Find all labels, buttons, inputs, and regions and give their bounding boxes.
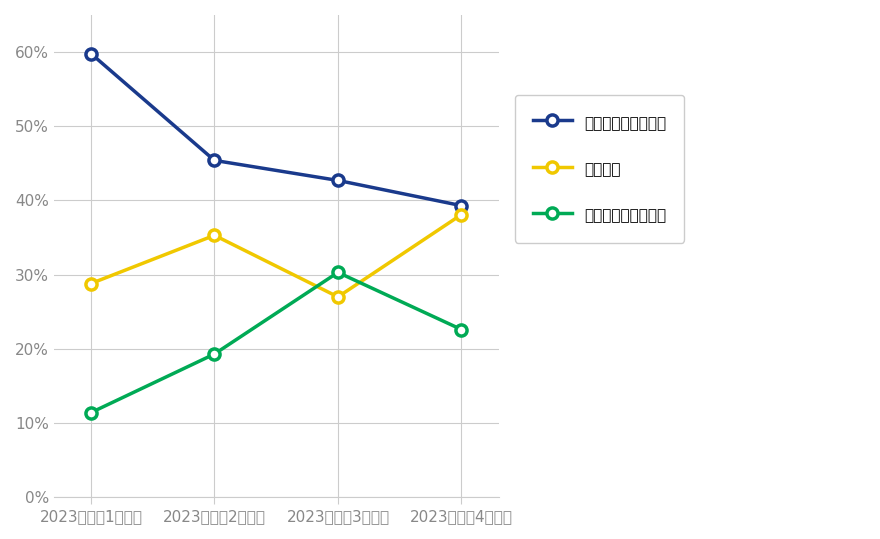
現状維持	[333, 294, 343, 300]
Legend: 大幅改善＋やや改善, 現状維持, やや悪化＋大幅悪化: 大幅改善＋やや改善, 現状維持, やや悪化＋大幅悪化	[515, 95, 685, 243]
大幅改善＋やや改善	[85, 50, 96, 57]
大幅改善＋やや改善	[333, 177, 343, 184]
大幅改善＋やや改善	[456, 203, 466, 209]
やや悪化＋大幅悪化	[85, 410, 96, 416]
Line: やや悪化＋大幅悪化: やや悪化＋大幅悪化	[85, 267, 467, 418]
現状維持	[85, 280, 96, 287]
Line: 大幅改善＋やや改善: 大幅改善＋やや改善	[85, 48, 467, 211]
Line: 現状維持: 現状維持	[85, 209, 467, 302]
やや悪化＋大幅悪化	[333, 269, 343, 275]
現状維持	[456, 211, 466, 218]
大幅改善＋やや改善	[209, 157, 220, 164]
やや悪化＋大幅悪化	[209, 351, 220, 357]
現状維持	[209, 232, 220, 239]
やや悪化＋大幅悪化	[456, 326, 466, 333]
